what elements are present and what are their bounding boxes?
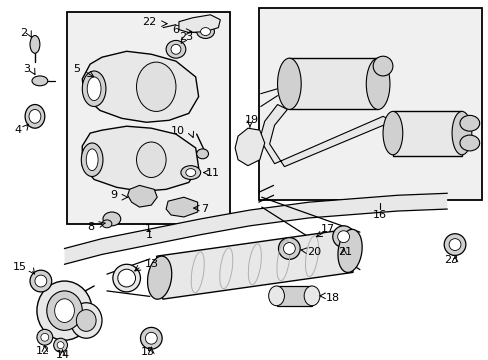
Ellipse shape (25, 104, 45, 128)
Text: 3: 3 (23, 64, 30, 74)
Text: 13: 13 (144, 259, 158, 269)
Ellipse shape (113, 264, 140, 292)
Polygon shape (156, 229, 352, 299)
Ellipse shape (41, 333, 49, 341)
Text: 12: 12 (36, 346, 50, 356)
Text: 23: 23 (179, 32, 193, 42)
Text: 15: 15 (140, 347, 154, 357)
Ellipse shape (166, 40, 185, 58)
Bar (258, 8, 481, 200)
Ellipse shape (382, 112, 402, 155)
Ellipse shape (136, 142, 166, 177)
Ellipse shape (283, 243, 295, 255)
Bar (392, 112, 461, 156)
Ellipse shape (81, 143, 103, 176)
Text: 23: 23 (443, 255, 457, 265)
Ellipse shape (70, 303, 102, 338)
Text: 18: 18 (325, 293, 339, 303)
Ellipse shape (448, 239, 460, 251)
Ellipse shape (136, 62, 176, 112)
Ellipse shape (304, 286, 319, 306)
Text: 6: 6 (172, 24, 179, 35)
Text: 1: 1 (144, 224, 152, 234)
Text: 4: 4 (14, 125, 21, 135)
Bar (276, 286, 311, 306)
Bar (67, 12, 230, 224)
Ellipse shape (337, 229, 362, 273)
Text: 17: 17 (320, 224, 334, 234)
Ellipse shape (35, 275, 47, 287)
Ellipse shape (102, 220, 112, 228)
Ellipse shape (459, 115, 479, 131)
Text: 9: 9 (110, 190, 118, 200)
Text: 20: 20 (306, 247, 321, 257)
Ellipse shape (181, 166, 200, 180)
Polygon shape (179, 15, 220, 32)
Text: 1: 1 (145, 230, 153, 240)
Text: 7: 7 (200, 204, 207, 214)
Ellipse shape (147, 256, 171, 299)
Text: 21: 21 (338, 247, 352, 257)
Ellipse shape (47, 291, 82, 330)
Text: 5: 5 (73, 64, 80, 74)
Text: 11: 11 (205, 167, 219, 177)
Ellipse shape (372, 56, 392, 76)
Text: 19: 19 (244, 115, 259, 125)
Text: 16: 16 (372, 210, 386, 220)
Ellipse shape (57, 342, 64, 348)
Ellipse shape (30, 36, 40, 53)
Ellipse shape (366, 58, 389, 109)
Ellipse shape (459, 135, 479, 151)
Ellipse shape (337, 231, 349, 243)
Ellipse shape (451, 112, 471, 155)
Ellipse shape (29, 109, 41, 123)
Ellipse shape (277, 58, 301, 109)
Text: 2: 2 (20, 28, 27, 37)
Ellipse shape (54, 338, 67, 352)
Text: 22: 22 (142, 17, 156, 27)
Ellipse shape (87, 77, 101, 100)
Bar (289, 58, 377, 109)
Ellipse shape (196, 149, 208, 159)
Ellipse shape (332, 226, 354, 248)
Ellipse shape (37, 329, 53, 345)
Ellipse shape (37, 281, 92, 340)
Ellipse shape (200, 28, 210, 36)
Polygon shape (166, 197, 197, 217)
Polygon shape (235, 128, 264, 166)
Ellipse shape (171, 44, 181, 54)
Polygon shape (259, 104, 392, 167)
Polygon shape (64, 193, 446, 264)
Polygon shape (82, 51, 198, 122)
Ellipse shape (145, 332, 157, 344)
Ellipse shape (103, 212, 121, 226)
Ellipse shape (30, 270, 52, 292)
Ellipse shape (118, 269, 135, 287)
Ellipse shape (196, 24, 214, 39)
Text: 10: 10 (170, 126, 184, 136)
Ellipse shape (443, 234, 465, 255)
Ellipse shape (268, 286, 284, 306)
Ellipse shape (278, 238, 300, 259)
Ellipse shape (32, 76, 48, 86)
Ellipse shape (86, 149, 98, 171)
Ellipse shape (185, 168, 195, 176)
Polygon shape (82, 126, 198, 191)
Ellipse shape (55, 299, 74, 323)
Ellipse shape (82, 71, 106, 107)
Text: 8: 8 (87, 222, 94, 232)
Text: 14: 14 (55, 350, 69, 360)
Text: 15: 15 (13, 262, 27, 272)
Ellipse shape (140, 327, 162, 349)
Polygon shape (127, 185, 157, 207)
Ellipse shape (76, 310, 96, 331)
